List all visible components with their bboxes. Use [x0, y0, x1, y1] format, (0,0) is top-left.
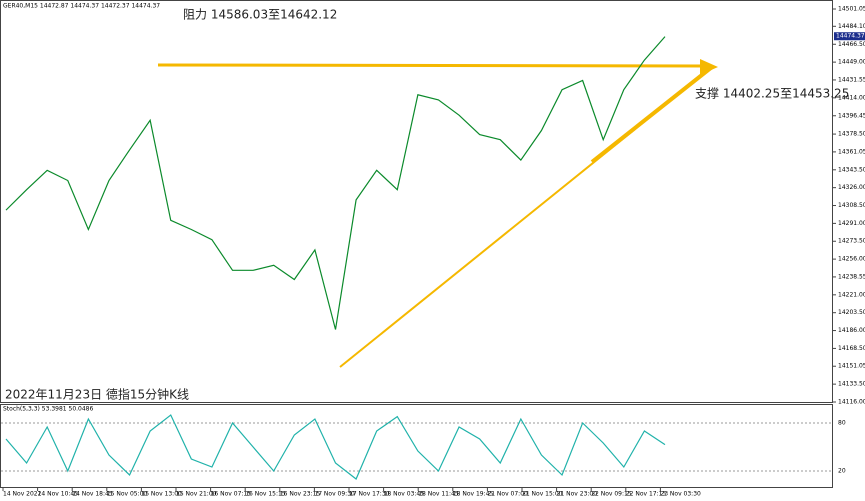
stoch-tick-label: 20 — [838, 468, 846, 475]
x-tick-label: 16 Nov 07:15 — [211, 491, 252, 498]
y-tick-label: 14133.50 — [838, 381, 865, 388]
main-frame — [0, 0, 833, 403]
x-tick-label: 21 Nov 15:00 — [522, 491, 563, 498]
caption: 2022年11月23日 德指15分钟K线 — [5, 387, 189, 402]
y-tick-label: 14151.05 — [838, 363, 865, 370]
y-tick-label: 14221.00 — [838, 291, 865, 298]
stoch-frame — [0, 404, 833, 488]
y-tick-label: 14308.50 — [838, 202, 865, 209]
x-tick-label: 18 Nov 19:45 — [453, 491, 494, 498]
stoch-line — [5, 414, 666, 480]
current-price-box — [834, 32, 865, 41]
x-tick-label: 15 Nov 05:00 — [107, 491, 148, 498]
arrow-head — [700, 59, 718, 75]
x-tick-label: 22 Nov 17:15 — [626, 491, 667, 498]
y-tick-label: 14449.00 — [838, 59, 865, 66]
resistance-line — [157, 63, 709, 68]
y-tick-label: 14396.45 — [838, 112, 865, 119]
current-price-label: 14474.37 — [836, 33, 865, 40]
x-tick-label: 17 Nov 09:30 — [314, 491, 355, 498]
x-tick-label: 15 Nov 13:00 — [141, 491, 182, 498]
x-tick-label: 17 Nov 17:30 — [349, 491, 390, 498]
x-tick-label: 22 Nov 09:15 — [591, 491, 632, 498]
y-tick-label: 14291.00 — [838, 220, 865, 227]
x-tick-label: 23 Nov 03:30 — [660, 491, 701, 498]
x-tick-label: 14 Nov 18:45 — [72, 491, 113, 498]
x-tick-label: 14 Nov 2022 — [3, 491, 42, 498]
y-tick-label: 14361.05 — [838, 148, 865, 155]
stoch-header: Stoch(5,3,3) 53.3981 50.0486 — [3, 406, 94, 413]
x-tick-label: 14 Nov 10:45 — [38, 491, 79, 498]
y-tick-label: 14484.10 — [838, 23, 865, 30]
header: GER40,M15 14472.87 14474.37 14472.37 144… — [3, 3, 160, 10]
y-tick-label: 14326.00 — [838, 184, 865, 191]
y-tick-label: 14466.50 — [838, 41, 865, 48]
y-tick-label: 14343.50 — [838, 166, 865, 173]
support-label: 支撑 14402.25至14453.25 — [695, 86, 849, 101]
x-tick-label: 18 Nov 03:45 — [384, 491, 425, 498]
x-tick-label: 15 Nov 21:00 — [176, 491, 217, 498]
x-tick-label: 21 Nov 23:00 — [557, 491, 598, 498]
y-tick-label: 14186.00 — [838, 327, 865, 334]
y-tick-label: 14116.00 — [838, 399, 865, 406]
y-tick-label: 14414.00 — [838, 94, 865, 101]
x-tick-label: 21 Nov 07:00 — [487, 491, 528, 498]
y-tick-label: 14431.55 — [838, 76, 865, 83]
resistance-label: 阻力 14586.03至14642.12 — [183, 8, 337, 22]
y-tick-label: 14501.05 — [838, 6, 865, 13]
y-tick-label: 14238.55 — [838, 273, 865, 280]
y-tick-label: 14168.50 — [838, 345, 865, 352]
y-tick-label: 14378.50 — [838, 131, 865, 138]
x-tick-label: 16 Nov 23:15 — [280, 491, 321, 498]
y-tick-label: 14256.00 — [838, 256, 865, 263]
y-tick-label: 14273.50 — [838, 238, 865, 245]
price-line — [5, 36, 666, 330]
stoch-tick-label: 80 — [838, 420, 846, 427]
y-tick-label: 14203.50 — [838, 309, 865, 316]
trend-line-thick — [590, 65, 714, 164]
x-tick-label: 16 Nov 15:15 — [245, 491, 286, 498]
x-tick-label: 18 Nov 11:45 — [418, 491, 459, 498]
